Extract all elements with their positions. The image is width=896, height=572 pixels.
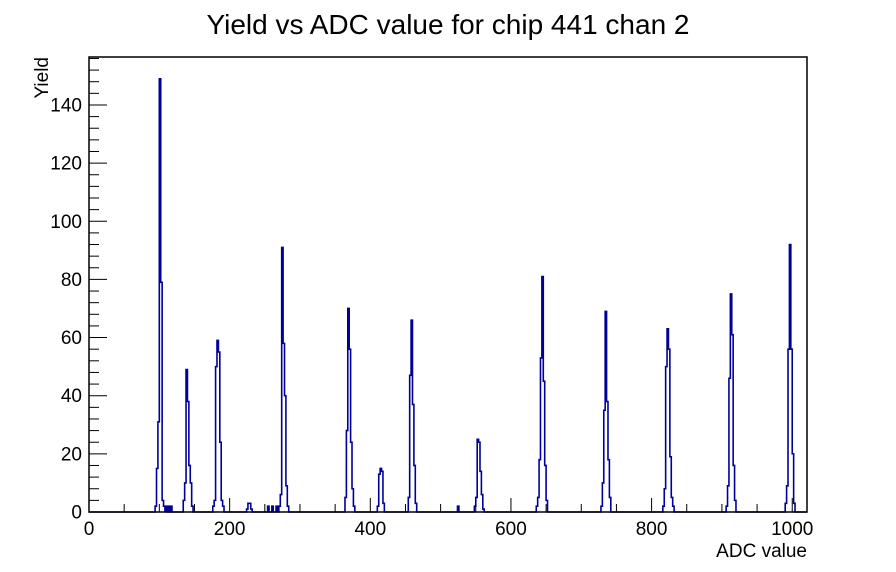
y-tick-label: 0 xyxy=(71,503,82,524)
axes-layer: 0 200 400 600 800 1000 0 20 40 60 80 100 120 140 xyxy=(50,56,813,540)
histogram-line xyxy=(89,78,807,513)
y-tick-label: 100 xyxy=(50,212,82,233)
histogram-layer xyxy=(89,78,807,513)
x-tick-label: 0 xyxy=(84,519,95,540)
y-tick-label: 80 xyxy=(61,270,82,291)
chart-title: Yield vs ADC value for chip 441 chan 2 xyxy=(206,9,689,40)
plot-frame xyxy=(88,56,808,513)
y-tick-label: 120 xyxy=(50,154,82,175)
y-axis-title: Yield xyxy=(32,57,53,99)
x-tick-label: 400 xyxy=(354,519,386,540)
y-tick-label: 60 xyxy=(61,328,82,349)
x-tick-label: 200 xyxy=(214,519,246,540)
y-tick-label: 140 xyxy=(50,95,82,116)
y-tick-label: 40 xyxy=(61,386,82,407)
x-axis-title: ADC value xyxy=(716,541,807,562)
x-tick-label: 600 xyxy=(495,519,527,540)
x-tick-label: 800 xyxy=(636,519,668,540)
x-tick-label: 1000 xyxy=(771,519,813,540)
y-tick-label: 20 xyxy=(61,444,82,465)
